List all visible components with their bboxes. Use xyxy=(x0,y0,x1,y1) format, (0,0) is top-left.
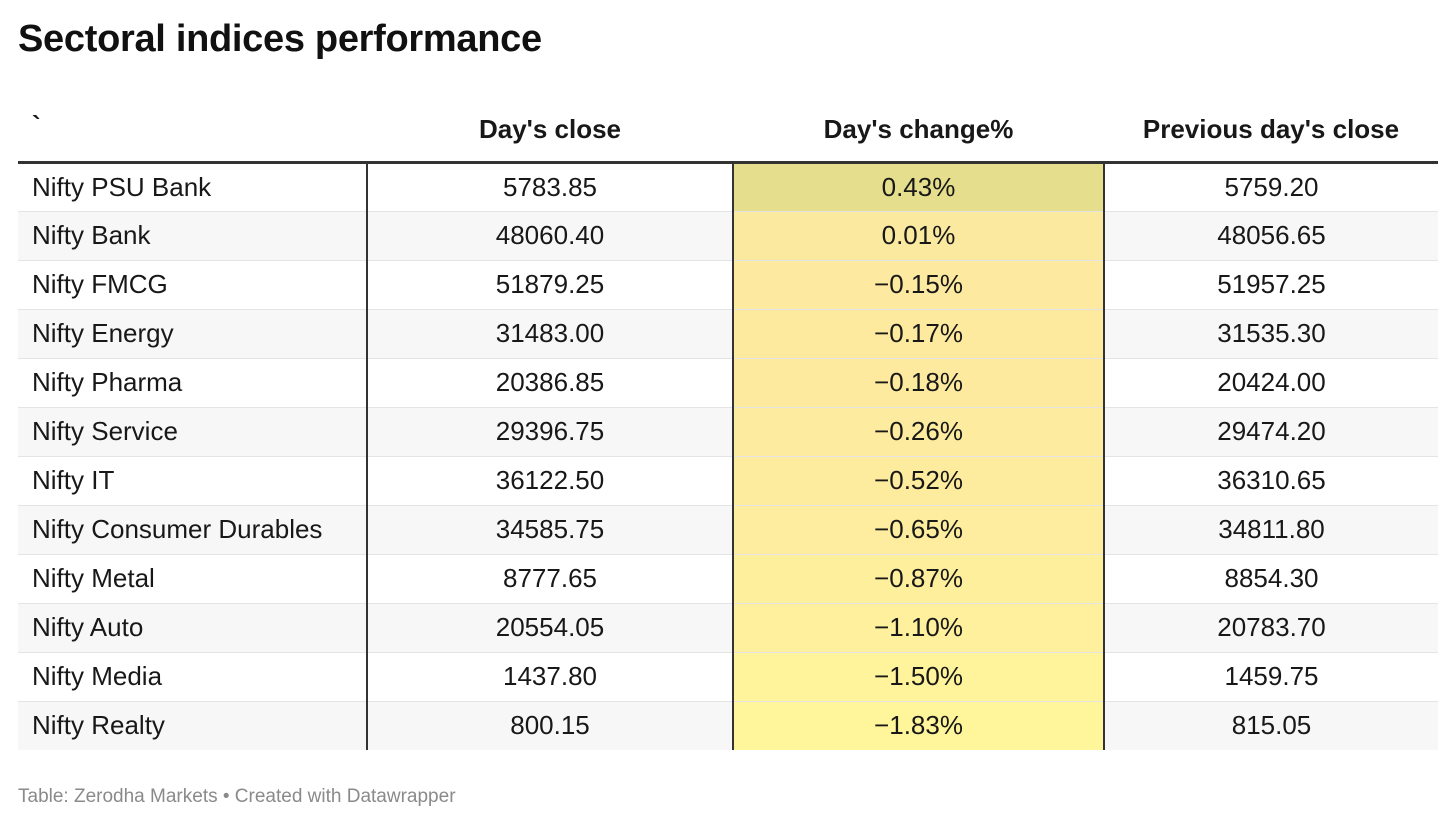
header-row: ` Day's close Day's change% Previous day… xyxy=(18,100,1438,164)
cell-previous-close: 51957.25 xyxy=(1104,260,1438,310)
cell-days-close: 51879.25 xyxy=(367,260,733,310)
cell-index-name: Nifty Media xyxy=(18,652,368,702)
cell-index-name: Nifty Energy xyxy=(18,309,368,359)
data-table-container: ` Day's close Day's change% Previous day… xyxy=(18,100,1438,750)
cell-days-close: 36122.50 xyxy=(367,456,733,506)
cell-days-change: −0.65% xyxy=(732,505,1105,555)
table-row: Nifty Pharma 20386.85 −0.18% 20424.00 xyxy=(18,358,1438,408)
cell-days-change: −1.50% xyxy=(732,652,1105,702)
cell-previous-close: 20783.70 xyxy=(1104,603,1438,653)
cell-index-name: Nifty FMCG xyxy=(18,260,368,310)
cell-days-close: 34585.75 xyxy=(367,505,733,555)
cell-days-change: −1.83% xyxy=(732,701,1105,750)
cell-previous-close: 36310.65 xyxy=(1104,456,1438,506)
cell-previous-close: 20424.00 xyxy=(1104,358,1438,408)
cell-index-name: Nifty Metal xyxy=(18,554,368,604)
cell-previous-close: 1459.75 xyxy=(1104,652,1438,702)
table-row: Nifty Service 29396.75 −0.26% 29474.20 xyxy=(18,407,1438,457)
cell-days-close: 20554.05 xyxy=(367,603,733,653)
cell-previous-close: 815.05 xyxy=(1104,701,1438,750)
cell-days-close: 29396.75 xyxy=(367,407,733,457)
cell-previous-close: 5759.20 xyxy=(1104,162,1438,212)
table-row: Nifty Auto 20554.05 −1.10% 20783.70 xyxy=(18,603,1438,653)
cell-days-change: −0.17% xyxy=(732,309,1105,359)
cell-index-name: Nifty Auto xyxy=(18,603,368,653)
cell-days-change: −0.52% xyxy=(732,456,1105,506)
cell-days-change: −0.87% xyxy=(732,554,1105,604)
cell-days-change: −0.18% xyxy=(732,358,1105,408)
column-header-name[interactable]: ` xyxy=(18,100,367,164)
cell-days-change: −0.15% xyxy=(732,260,1105,310)
source-footer: Table: Zerodha Markets • Created with Da… xyxy=(18,786,456,807)
table-row: Nifty PSU Bank 5783.85 0.43% 5759.20 xyxy=(18,162,1438,212)
column-header-days-change[interactable]: Day's change% xyxy=(733,100,1104,164)
table-row: Nifty Consumer Durables 34585.75 −0.65% 348… xyxy=(18,505,1438,555)
cell-previous-close: 31535.30 xyxy=(1104,309,1438,359)
cell-days-change: −1.10% xyxy=(732,603,1105,653)
cell-previous-close: 34811.80 xyxy=(1104,505,1438,555)
cell-index-name: Nifty IT xyxy=(18,456,368,506)
cell-index-name: Nifty PSU Bank xyxy=(18,162,368,212)
cell-index-name: Nifty Pharma xyxy=(18,358,368,408)
column-header-days-close[interactable]: Day's close xyxy=(367,100,733,164)
chart-title: Sectoral indices performance xyxy=(18,18,542,60)
cell-days-close: 5783.85 xyxy=(367,162,733,212)
table-row: Nifty IT 36122.50 −0.52% 36310.65 xyxy=(18,456,1438,506)
cell-index-name: Nifty Bank xyxy=(18,211,368,261)
cell-days-change: 0.01% xyxy=(732,211,1105,261)
table-row: Nifty Metal 8777.65 −0.87% 8854.30 xyxy=(18,554,1438,604)
cell-index-name: Nifty Realty xyxy=(18,701,368,750)
table-row: Nifty Media 1437.80 −1.50% 1459.75 xyxy=(18,652,1438,702)
cell-index-name: Nifty Service xyxy=(18,407,368,457)
table-body: Nifty PSU Bank 5783.85 0.43% 5759.20 Nifty B… xyxy=(18,162,1438,750)
cell-days-change: −0.26% xyxy=(732,407,1105,457)
table-row: Nifty Bank 48060.40 0.01% 48056.65 xyxy=(18,211,1438,261)
cell-days-close: 1437.80 xyxy=(367,652,733,702)
data-table: ` Day's close Day's change% Previous day… xyxy=(18,100,1438,750)
cell-previous-close: 8854.30 xyxy=(1104,554,1438,604)
table-row: Nifty Energy 31483.00 −0.17% 31535.30 xyxy=(18,309,1438,359)
table-row: Nifty Realty 800.15 −1.83% 815.05 xyxy=(18,701,1438,750)
cell-days-close: 20386.85 xyxy=(367,358,733,408)
cell-days-change: 0.43% xyxy=(732,162,1105,212)
cell-days-close: 8777.65 xyxy=(367,554,733,604)
cell-index-name: Nifty Consumer Durables xyxy=(18,505,368,555)
cell-previous-close: 48056.65 xyxy=(1104,211,1438,261)
column-header-previous-close[interactable]: Previous day's close xyxy=(1104,100,1438,164)
cell-previous-close: 29474.20 xyxy=(1104,407,1438,457)
cell-days-close: 31483.00 xyxy=(367,309,733,359)
cell-days-close: 48060.40 xyxy=(367,211,733,261)
cell-days-close: 800.15 xyxy=(367,701,733,750)
table-row: Nifty FMCG 51879.25 −0.15% 51957.25 xyxy=(18,260,1438,310)
